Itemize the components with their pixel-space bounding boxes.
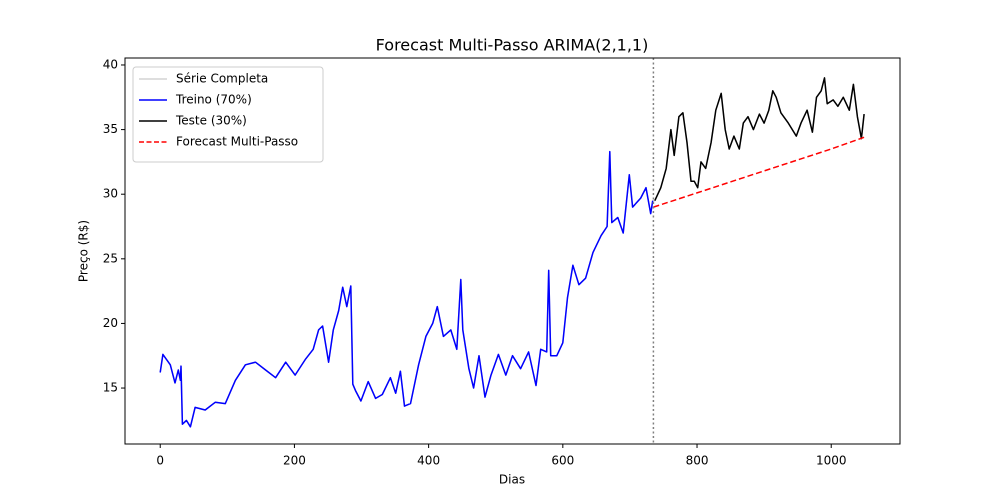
x-tick-label: 600 (551, 454, 574, 468)
y-tick-label: 25 (103, 251, 118, 265)
y-tick-label: 30 (103, 187, 118, 201)
y-tick-label: 20 (103, 316, 118, 330)
y-tick-label: 15 (103, 381, 118, 395)
series-line (654, 77, 865, 202)
x-tick-label: 800 (686, 454, 709, 468)
x-tick-label: 200 (283, 454, 306, 468)
y-tick-label: 40 (103, 57, 118, 71)
legend-label: Treino (70%) (175, 93, 252, 107)
y-tick-label: 35 (103, 122, 118, 136)
x-tick-label: 0 (156, 454, 164, 468)
legend-label: Teste (30%) (175, 114, 247, 128)
x-axis-label: Dias (499, 473, 525, 487)
series-line (159, 150, 654, 428)
plot-frame (124, 57, 901, 445)
x-tick-label: 1000 (816, 454, 847, 468)
legend-box (132, 66, 324, 163)
chart-title: Forecast Multi-Passo ARIMA(2,1,1) (376, 36, 649, 55)
legend-label: Forecast Multi-Passo (176, 135, 298, 149)
y-axis-label: Preço (R$) (77, 220, 91, 282)
legend-label: Série Completa (176, 72, 268, 86)
x-tick-label: 400 (417, 454, 440, 468)
series-line (653, 136, 865, 208)
